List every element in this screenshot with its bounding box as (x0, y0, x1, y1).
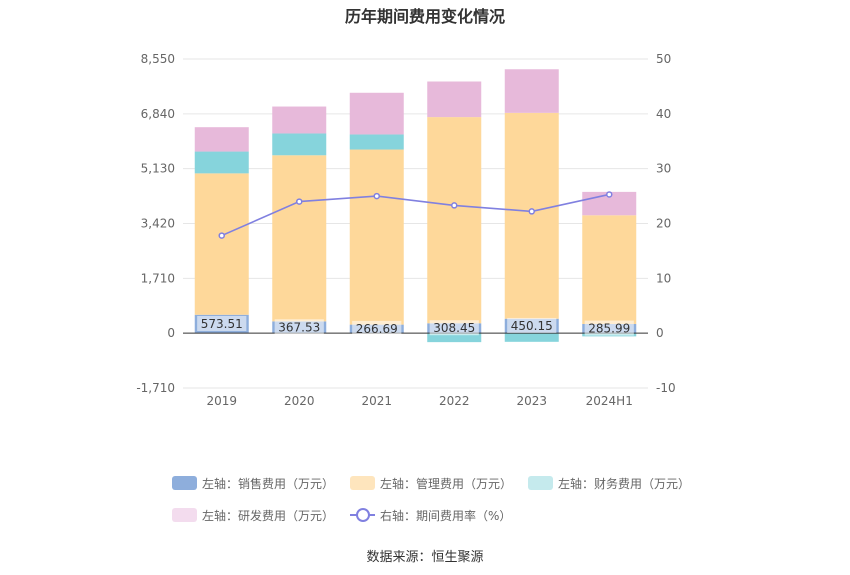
left-axis-tick-label: 8,550 (141, 52, 175, 66)
rate-point (528, 208, 535, 215)
chart-legend: 左轴：销售费用（万元） 左轴：管理费用（万元） 左轴：财务费用（万元） 左轴：研发费用… (172, 472, 732, 536)
legend-row: 左轴：销售费用（万元） 左轴：管理费用（万元） 左轴：财务费用（万元） (172, 472, 732, 494)
data-source: 数据来源：恒生聚源 (366, 550, 484, 565)
bar-finance (504, 333, 559, 342)
rate-point (373, 192, 380, 200)
bar-rd (272, 106, 327, 134)
right-axis-tick-label: 50 (656, 52, 671, 66)
data-label-bg (507, 317, 557, 333)
legend-label: 左轴：管理费用（万元） (380, 476, 513, 491)
x-axis-tick-label: 2023 (516, 394, 547, 408)
legend-line-swatch (350, 508, 376, 522)
legend-label: 左轴：研发费用（万元） (202, 508, 335, 523)
bar-finance (349, 134, 404, 150)
rate-point (296, 198, 303, 205)
left-axis-tick-label: 1,710 (141, 271, 175, 285)
legend-label: 左轴：销售费用（万元） (202, 476, 335, 491)
legend-item[interactable]: 右轴：期间费用率（%） (350, 507, 511, 524)
data-label-sales: 285.99 (588, 322, 630, 336)
data-label-sales: 266.69 (356, 322, 398, 336)
left-axis-tick-label: 0 (167, 326, 175, 340)
data-label-sales: 573.51 (201, 317, 243, 331)
bar-mgmt (504, 112, 559, 319)
legend-color-swatch (528, 476, 554, 490)
data-label-bg (197, 315, 247, 331)
legend-color-swatch (172, 476, 197, 490)
x-axis-tick-label: 2021 (361, 394, 392, 408)
rate-point (606, 191, 613, 198)
left-axis-tick-label: 6,840 (141, 107, 175, 121)
left-axis-tick-label: 3,420 (141, 217, 175, 231)
data-label-sales: 308.45 (433, 321, 475, 335)
rate-line (221, 193, 610, 237)
bar-rd (504, 69, 559, 113)
legend-item[interactable]: 左轴：研发费用（万元） (172, 507, 334, 524)
legend-row: 左轴：研发费用（万元） 右轴：期间费用率（%） (172, 504, 732, 526)
right-axis-tick-label: 30 (656, 162, 671, 176)
legend-item[interactable]: 左轴：财务费用（万元） (528, 475, 690, 492)
data-label-sales: 450.15 (511, 319, 553, 333)
legend-color-swatch (350, 476, 376, 490)
bar-rd (194, 127, 249, 152)
bar-mgmt (272, 155, 327, 322)
x-axis-tick-label: 2019 (206, 394, 237, 408)
data-label-bg (429, 320, 479, 336)
right-axis-tick-label: 10 (656, 271, 671, 285)
chart-title: 历年期间费用变化情况 (344, 7, 505, 26)
data-label-sales: 367.53 (278, 320, 320, 334)
bar-rd (349, 92, 404, 135)
x-axis-tick-label: 2020 (284, 394, 315, 408)
bar-mgmt (582, 215, 637, 324)
legend-label: 右轴：期间费用率（%） (380, 508, 512, 523)
bar-mgmt (349, 149, 404, 325)
data-label-bg (584, 320, 634, 336)
right-axis-tick-label: 0 (656, 326, 664, 340)
rate-point (451, 202, 458, 209)
right-axis-tick-label: 40 (656, 107, 671, 121)
chart-plot-area: -1,710 0 1,710 3,420 5,130 6,840 8,550 -10 0 10 20… (136, 52, 676, 408)
left-axis-tick-label: -1,710 (136, 381, 175, 395)
bar-rd (427, 81, 482, 118)
bar-mgmt (427, 117, 482, 324)
legend-item[interactable]: 左轴：管理费用（万元） (350, 475, 512, 492)
data-label-bg (352, 320, 402, 336)
bar-mgmt (194, 173, 249, 315)
right-axis-tick-label: -10 (656, 381, 676, 395)
data-label-bg (274, 319, 324, 335)
bar-finance (194, 151, 249, 174)
right-axis-tick-label: 20 (656, 217, 671, 231)
x-axis-tick-label: 2024H1 (586, 394, 633, 408)
left-axis-tick-label: 5,130 (141, 162, 175, 176)
x-axis-tick-label: 2022 (439, 394, 470, 408)
bar-finance (427, 333, 482, 343)
legend-item[interactable]: 左轴：销售费用（万元） (172, 475, 334, 492)
bar-finance (272, 133, 327, 156)
legend-color-swatch (172, 508, 197, 522)
legend-label: 左轴：财务费用（万元） (558, 476, 691, 491)
rate-point (218, 232, 225, 239)
